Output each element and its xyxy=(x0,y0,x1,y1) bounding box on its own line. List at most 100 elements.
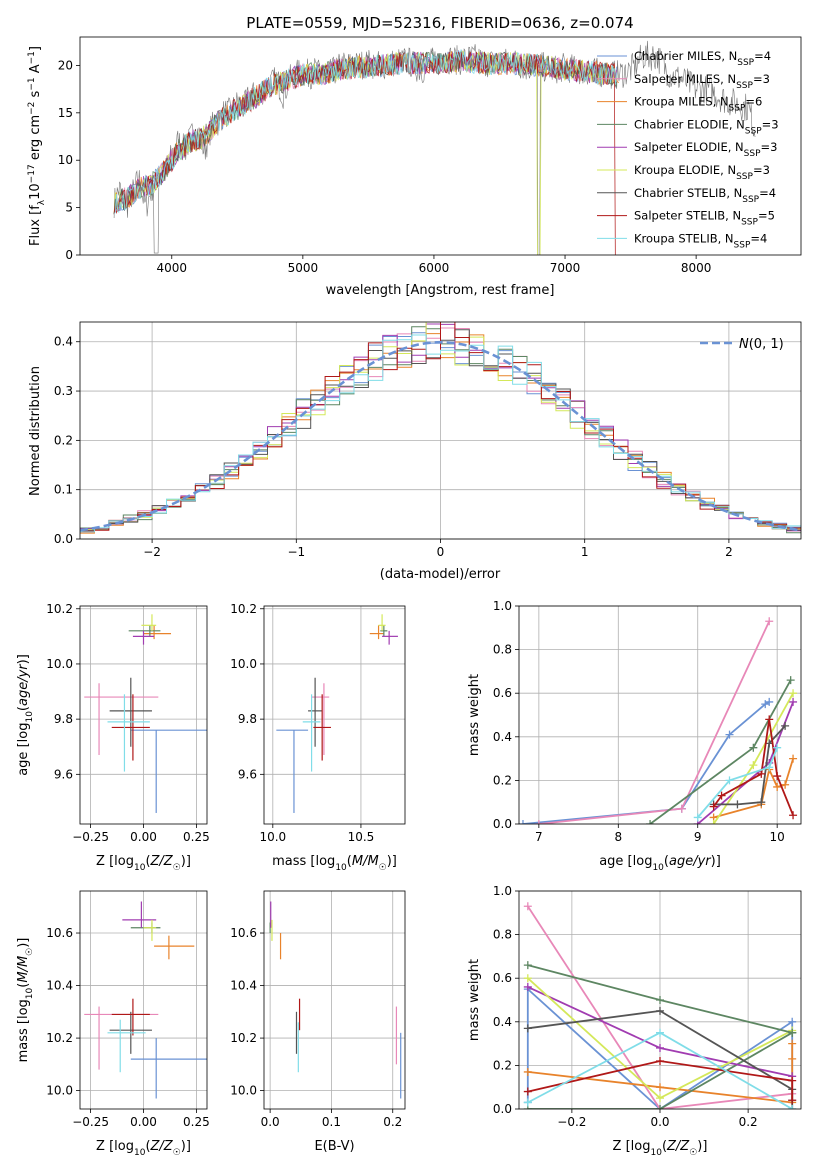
x-tick-label: 2 xyxy=(725,545,733,559)
mass-weight-point xyxy=(656,1028,664,1037)
legend-label: Salpeter ELODIE, NSSP=3 xyxy=(634,140,777,159)
legend-label: Kroupa STELIB, NSSP=4 xyxy=(634,231,767,250)
mass-weight-point xyxy=(788,1039,797,1048)
mass-weight-point xyxy=(725,730,734,739)
y-tick-label: 10.0 xyxy=(46,657,73,671)
y-tick-label: 0.4 xyxy=(493,1015,512,1029)
mass-weight-point xyxy=(709,820,718,824)
y-tick-label: 5 xyxy=(65,201,73,215)
mass-weight-point xyxy=(788,1028,797,1037)
axes-frame xyxy=(263,890,406,1110)
x-axis-label: Z [log10(Z/Z☉)] xyxy=(96,854,191,873)
x-axis-label: E(B-V) xyxy=(314,1139,354,1154)
mass-weight-point xyxy=(789,697,798,706)
mass-weight-point xyxy=(765,763,774,772)
y-tick-label: 0.0 xyxy=(493,1102,512,1116)
mass-weight-point xyxy=(656,1006,664,1015)
mass-weight-point xyxy=(788,1054,797,1063)
y-tick-label: 10.6 xyxy=(230,926,257,940)
grid xyxy=(264,606,405,824)
mass-weight-point xyxy=(788,1105,797,1109)
mass-weight-line xyxy=(527,1031,793,1109)
legend-label: Salpeter STELIB, NSSP=5 xyxy=(634,209,775,228)
y-tick-label: 10.2 xyxy=(46,602,73,616)
plot-area xyxy=(523,902,797,1109)
y-tick-label: 15 xyxy=(58,106,73,120)
y-tick-label: 0.3 xyxy=(54,384,73,398)
mass-weight-point xyxy=(523,974,532,983)
histogram-step xyxy=(80,322,801,532)
mass-weight-point xyxy=(757,769,766,778)
x-axis-label: wavelength [Angstrom, rest frame] xyxy=(326,283,555,298)
mass-weight-point xyxy=(749,743,758,752)
axes-frame xyxy=(518,890,802,1110)
x-tick-label: −0.25 xyxy=(72,830,109,844)
mass-weight-point xyxy=(693,813,702,822)
y-tick-label: 10.6 xyxy=(46,926,73,940)
x-tick-label: 10.0 xyxy=(259,830,286,844)
y-tick-label: 0.6 xyxy=(493,686,512,700)
x-tick-label: 1 xyxy=(581,545,589,559)
axes-mass-weight-vs-Z: −0.2 0.0 0.2 0.0 0.2 0.4 0.6 0.8 1.0 xyxy=(493,884,802,1129)
mass-weight-point xyxy=(773,772,782,781)
mass-weight-point xyxy=(781,721,790,730)
y-tick-label: 0.4 xyxy=(54,335,73,349)
mass-weight-point xyxy=(717,791,726,800)
mass-weight-point xyxy=(656,1043,664,1052)
frame: 4000 5000 6000 7000 8000 0 5 10 15 20 xyxy=(58,36,802,275)
mass-weight-point xyxy=(656,1094,664,1103)
grid xyxy=(519,605,801,825)
y-tick-label: 0 xyxy=(65,248,73,262)
y-tick-label: 0.8 xyxy=(493,643,512,657)
x-axis-label: mass [log10(M/M☉)] xyxy=(272,854,397,873)
mass-weight-point xyxy=(523,1067,532,1076)
mass-weight-point xyxy=(656,1057,664,1066)
mass-weight-point xyxy=(523,961,532,970)
mass-weight-point xyxy=(773,743,782,752)
mass-weight-line xyxy=(527,905,793,1109)
mass-weight-point xyxy=(788,1017,797,1026)
frame: −2 −1 0 1 2 0.0 0.1 0.2 0.3 0.4 xyxy=(54,321,802,559)
x-tick-label: 0.2 xyxy=(383,1115,402,1129)
grid xyxy=(264,891,405,1109)
y-tick-label: 0.6 xyxy=(493,971,512,985)
mass-weight-line xyxy=(713,758,794,819)
y-tick-label: 10.2 xyxy=(230,602,257,616)
frame: 7 8 9 10 0.0 0.2 0.4 0.6 0.8 1.0 xyxy=(493,599,802,844)
mass-weight-point xyxy=(725,776,734,785)
chart-title: PLATE=0559, MJD=52316, FIBERID=0636, z=0… xyxy=(246,14,633,32)
plot-area xyxy=(80,322,801,534)
y-tick-label: 1.0 xyxy=(493,884,512,898)
x-tick-label: 0 xyxy=(437,545,445,559)
plot-area xyxy=(84,614,207,813)
y-axis-label: mass [log10(M/M☉)] xyxy=(16,938,35,1063)
x-tick-label: 0.1 xyxy=(322,1115,341,1129)
y-tick-label: 0.1 xyxy=(54,483,73,497)
y-tick-label: 0.2 xyxy=(493,773,512,787)
model-spectrum-line xyxy=(113,49,618,215)
y-tick-label: 9.6 xyxy=(54,767,73,781)
axes-frame xyxy=(79,605,208,825)
y-tick-label: 10.2 xyxy=(230,1031,257,1045)
x-tick-label: 8 xyxy=(614,830,622,844)
x-axis-label: (data-model)/error xyxy=(380,567,501,582)
axes-mass-vs-Z: −0.25 0.00 0.25 10.0 10.2 10.4 10.6 xyxy=(46,890,210,1129)
mass-weight-point xyxy=(534,820,543,824)
mass-weight-point xyxy=(656,1083,664,1092)
y-tick-label: 0.8 xyxy=(493,928,512,942)
x-tick-label: 0.00 xyxy=(130,1115,157,1129)
y-tick-label: 0.4 xyxy=(493,730,512,744)
mass-weight-point xyxy=(788,1076,797,1085)
model-spectrum-line xyxy=(113,50,616,255)
mass-weight-point xyxy=(749,761,758,770)
mass-weight-line xyxy=(697,747,779,819)
legend-label: Chabrier STELIB, NSSP=4 xyxy=(634,186,776,205)
histogram-step xyxy=(80,334,801,533)
legend-label: Kroupa MILES, NSSP=6 xyxy=(634,95,762,114)
y-tick-label: 0.2 xyxy=(493,1058,512,1072)
axes-mass-weight-vs-age: 7 8 9 10 0.0 0.2 0.4 0.6 0.8 1.0 xyxy=(493,599,802,844)
legend-label: Kroupa ELODIE, NSSP=3 xyxy=(634,163,770,182)
mass-weight-point xyxy=(773,782,782,791)
model-spectrum-line xyxy=(113,51,618,255)
axes-age-vs-Z: −0.25 0.00 0.25 9.6 9.8 10.0 10.2 xyxy=(46,602,209,844)
